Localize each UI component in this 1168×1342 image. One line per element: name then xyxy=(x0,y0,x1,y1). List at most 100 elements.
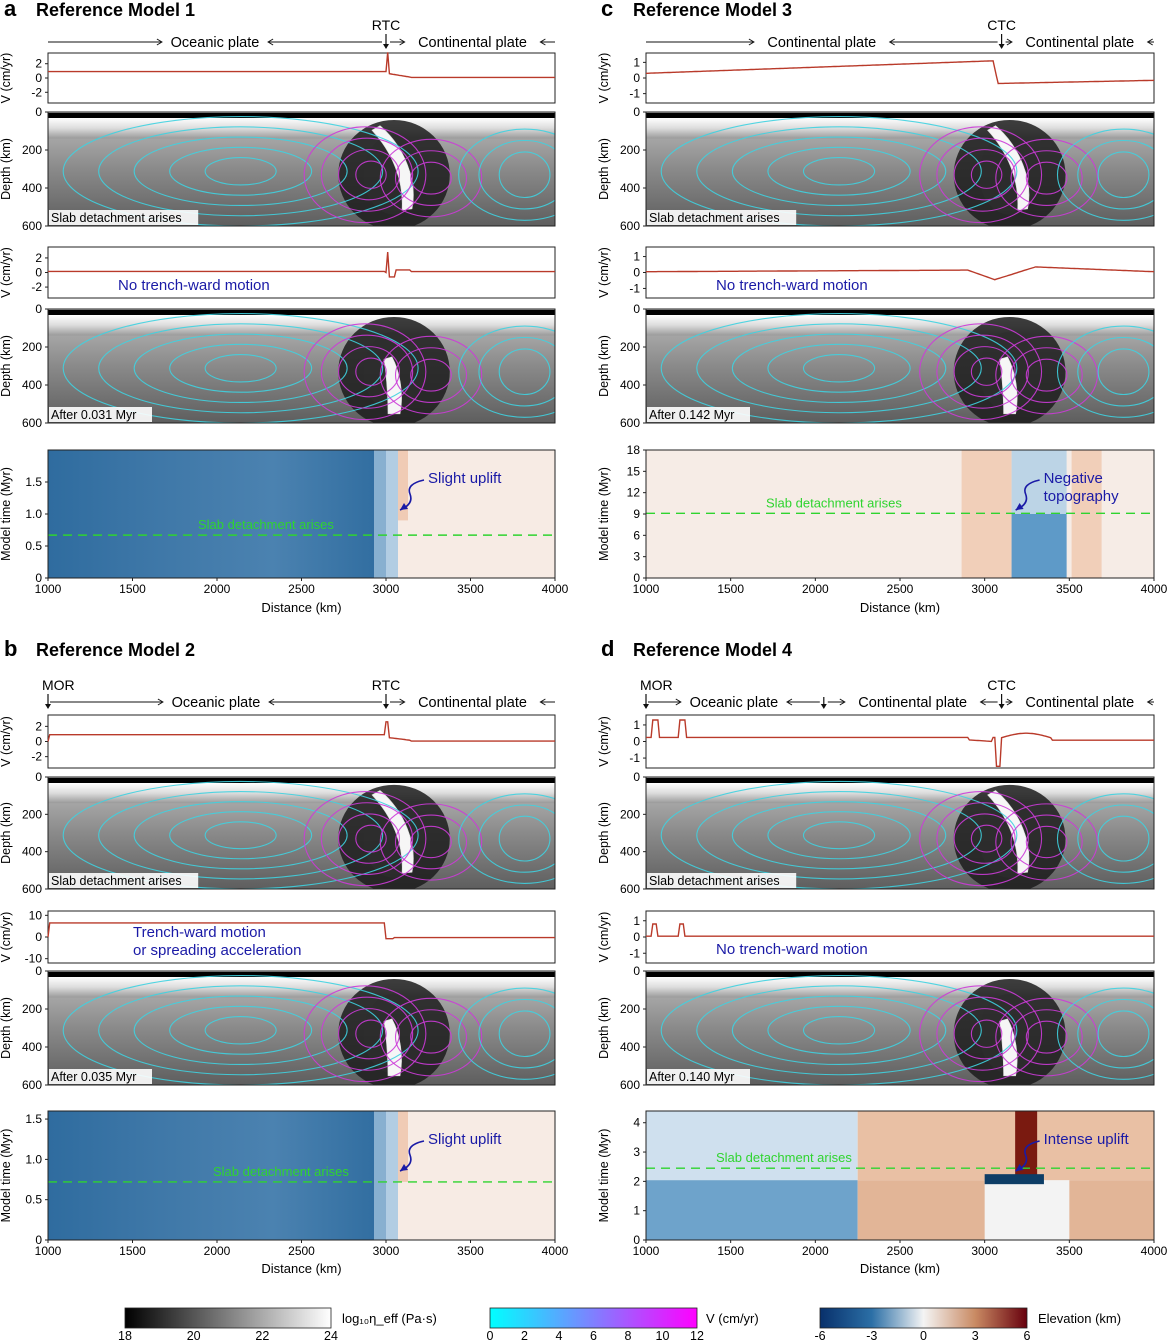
colorbar-tick-label: 22 xyxy=(255,1329,269,1342)
uplift-right xyxy=(1071,450,1102,578)
plate-arrowhead xyxy=(156,38,163,46)
streamline xyxy=(1010,347,1083,404)
y-axis-label: V (cm/yr) xyxy=(0,912,13,963)
x-tick-label: 3000 xyxy=(373,582,400,596)
streamline xyxy=(410,161,452,195)
panel-header: b Reference Model 2 RTC MOR Oceanic plate Con… xyxy=(4,636,555,711)
y-axis-label: Depth (km) xyxy=(0,335,13,397)
y-tick-label: 0 xyxy=(35,930,42,944)
streamline xyxy=(320,334,414,409)
streamline xyxy=(995,335,1098,415)
colorbar-tick-label: 20 xyxy=(187,1329,201,1342)
colorbar-label: V (cm/yr) xyxy=(706,1311,759,1326)
y-axis-label: V (cm/yr) xyxy=(597,247,611,298)
x-tick-label: 1500 xyxy=(119,1244,146,1258)
detachment-label: Slab detachment arises xyxy=(213,1164,349,1179)
y-tick-label: 600 xyxy=(22,1078,42,1092)
streamline xyxy=(478,998,555,1069)
streamline xyxy=(1025,825,1068,859)
x-tick-label: 3500 xyxy=(457,582,484,596)
y-tick-label: 200 xyxy=(22,143,42,157)
x-tick-label: 2500 xyxy=(887,1244,914,1258)
streamline xyxy=(62,313,419,423)
streamline xyxy=(1077,998,1154,1069)
panel-title: Reference Model 1 xyxy=(36,0,195,20)
colorbar-tick-label: 18 xyxy=(118,1329,132,1342)
streamline xyxy=(936,802,1029,875)
streamline xyxy=(303,126,427,224)
lithosphere xyxy=(646,783,1154,804)
depth-top-panel: 0 200 400 600 Depth (km) Slab detachment aris… xyxy=(597,105,1155,233)
streamline xyxy=(660,313,1018,423)
time-annotation: Negative xyxy=(1044,470,1103,487)
y-tick-label: 0 xyxy=(35,266,42,280)
streamline xyxy=(1010,150,1083,207)
y-tick-label: 1 xyxy=(633,1204,640,1218)
streamline xyxy=(204,1016,277,1045)
velocity-top-plot: 1 0 -1 V (cm/yr) xyxy=(597,52,1155,104)
panel-title: Reference Model 3 xyxy=(633,0,792,20)
y-tick-label: 0 xyxy=(35,105,42,119)
streamline xyxy=(1010,1009,1083,1066)
streamline xyxy=(303,985,427,1083)
streamline xyxy=(731,333,947,404)
y-tick-label: 0 xyxy=(633,302,640,316)
boundary-arrowhead xyxy=(383,704,389,709)
depth-axes xyxy=(645,776,1155,890)
panel-letter: d xyxy=(601,636,614,661)
colorbars: log₁₀η_eff (Pa·s)18 20 22 24V (cm/yr)0 2 4 6 8 1… xyxy=(118,1307,1121,1342)
caption-background xyxy=(49,873,199,888)
x-axis-label: Distance (km) xyxy=(261,1261,341,1276)
streamline xyxy=(995,138,1098,218)
depth-mid-panel: 0 200 400 600 Depth (km) After 0.140 Myr xyxy=(597,964,1155,1092)
y-tick-label: 10 xyxy=(29,908,43,922)
lithosphere xyxy=(646,118,1154,139)
velocity-axes xyxy=(645,714,1155,769)
y-axis-label: V (cm/yr) xyxy=(597,53,611,104)
depression-deep xyxy=(1011,514,1067,578)
streamline xyxy=(394,814,468,870)
velocity-line xyxy=(646,923,1154,937)
y-tick-label: 0 xyxy=(633,735,640,749)
y-tick-label: 0 xyxy=(633,930,640,944)
streamline xyxy=(953,813,1016,864)
velocity-annotation: No trench-ward motion xyxy=(716,277,868,294)
plate-arrowhead xyxy=(539,698,546,706)
surface-line xyxy=(48,778,555,783)
streamline xyxy=(1056,793,1154,884)
x-axis-label: Distance (km) xyxy=(860,1261,940,1276)
colorbar xyxy=(819,1307,1028,1329)
deep-trough xyxy=(984,1174,1044,1185)
caption-background xyxy=(647,1069,750,1084)
panel-title: Reference Model 4 xyxy=(633,640,792,660)
streamline xyxy=(1025,358,1068,392)
y-tick-label: -2 xyxy=(31,750,42,764)
x-tick-label: 2000 xyxy=(204,582,231,596)
y-tick-label: 200 xyxy=(22,340,42,354)
x-tick-label: 1500 xyxy=(717,582,744,596)
streamline xyxy=(338,346,400,398)
streamline xyxy=(379,138,483,218)
trench-band xyxy=(374,1111,398,1240)
panel-title: Reference Model 2 xyxy=(36,640,195,660)
colorbar-tick-label: 2 xyxy=(521,1329,528,1342)
streamline xyxy=(936,334,1029,409)
streamline xyxy=(320,996,414,1071)
lithosphere xyxy=(646,315,1154,336)
depth-axes xyxy=(645,970,1155,1086)
colorbar-tick-label: -6 xyxy=(814,1329,825,1342)
continent-region xyxy=(398,450,555,578)
y-tick-label: 2 xyxy=(633,1174,640,1188)
streamline xyxy=(478,804,555,873)
time-distance-plot: Slab detachment arises Slight uplift 0 0.5 1… xyxy=(0,449,569,615)
depth-mid-panel: 0 200 400 600 Depth (km) After 0.035 Myr xyxy=(0,964,556,1092)
y-tick-label: 200 xyxy=(22,807,42,821)
streamline xyxy=(660,975,1018,1085)
velocity-top-plot: 2 0-2 V (cm/yr) xyxy=(0,714,556,769)
lithosphere xyxy=(48,783,555,804)
colorbar-tick-label: -3 xyxy=(866,1329,877,1342)
streamline xyxy=(802,821,876,850)
depth-axes xyxy=(645,308,1155,424)
streamline xyxy=(394,347,468,404)
depth-field xyxy=(48,309,555,423)
